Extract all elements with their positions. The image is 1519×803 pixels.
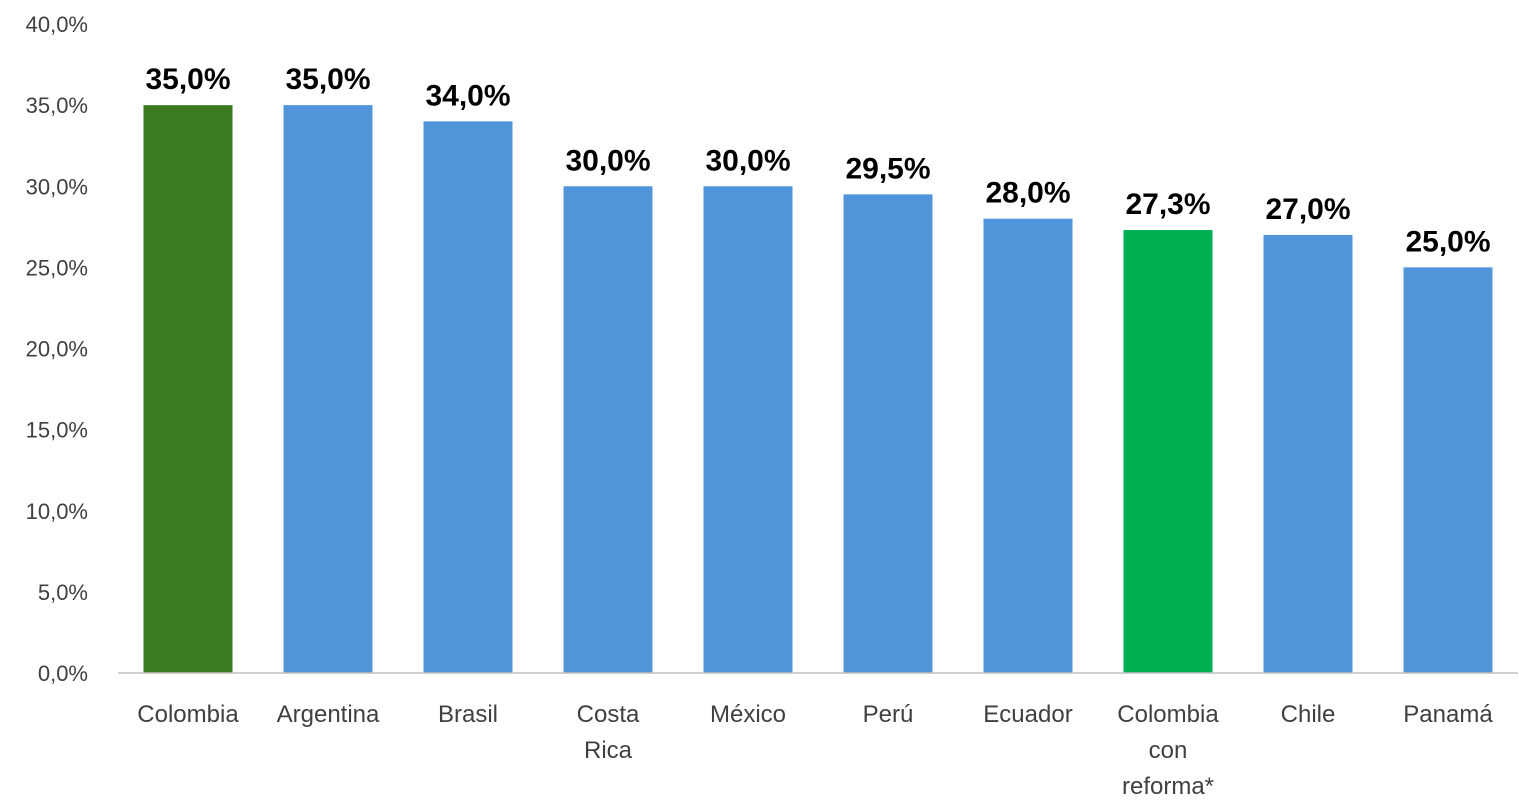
- y-tick-label: 25,0%: [26, 255, 88, 280]
- y-tick-label: 30,0%: [26, 174, 88, 199]
- y-tick-label: 5,0%: [38, 580, 88, 605]
- x-tick-label: Ecuador: [983, 701, 1072, 728]
- y-tick-label: 15,0%: [26, 418, 88, 443]
- y-axis: 0,0% 5,0% 10,0% 15,0% 20,0% 25,0% 30,0% 35,0% 40…: [26, 12, 88, 686]
- x-tick-label: Perú: [863, 701, 914, 728]
- x-tick-label-line: Costa: [577, 701, 640, 728]
- x-tick-label: Costa Rica: [577, 701, 640, 764]
- x-tick-label: México: [710, 701, 786, 728]
- data-label: 35,0%: [285, 63, 370, 96]
- x-tick-label-line: Ecuador: [983, 701, 1072, 728]
- x-tick-label-line: Argentina: [277, 701, 380, 728]
- bar: [283, 105, 373, 673]
- x-tick-label-line: con: [1149, 737, 1188, 764]
- y-tick-label: 40,0%: [26, 12, 88, 37]
- x-tick-label-line: México: [710, 701, 786, 728]
- data-label: 34,0%: [425, 79, 510, 112]
- x-tick-label: Brasil: [438, 701, 498, 728]
- x-axis: Colombia Argentina Brasil Costa Rica México Pe…: [137, 701, 1493, 800]
- x-tick-label: Panamá: [1403, 701, 1493, 728]
- data-label: 27,0%: [1265, 193, 1350, 226]
- bars: [143, 105, 1493, 674]
- data-labels: 35,0% 35,0% 34,0% 30,0% 30,0% 29,5% 28,0% 27,3%…: [145, 63, 1490, 258]
- data-label: 30,0%: [705, 144, 790, 177]
- y-tick-label: 35,0%: [26, 93, 88, 118]
- x-tick-label: Chile: [1281, 701, 1336, 728]
- x-tick-label-line: Colombia: [1117, 701, 1219, 728]
- x-tick-label-line: Perú: [863, 701, 914, 728]
- x-tick-label-line: Colombia: [137, 701, 239, 728]
- bar: [703, 186, 793, 673]
- data-label: 35,0%: [145, 63, 230, 96]
- x-tick-label: Colombia: [137, 701, 239, 728]
- data-label: 29,5%: [845, 152, 930, 185]
- x-tick-label-line: Panamá: [1403, 701, 1493, 728]
- bar: [843, 194, 933, 674]
- x-tick-label-line: reforma*: [1122, 773, 1214, 800]
- data-label: 28,0%: [985, 177, 1070, 210]
- bar: [423, 121, 513, 674]
- x-tick-label: Argentina: [277, 701, 380, 728]
- data-label: 27,3%: [1125, 188, 1210, 221]
- bar: [1403, 267, 1493, 673]
- bar: [563, 186, 653, 673]
- bar: [143, 105, 233, 673]
- bar: [1263, 234, 1353, 674]
- y-tick-label: 20,0%: [26, 337, 88, 362]
- y-tick-label: 10,0%: [26, 499, 88, 524]
- x-tick-label-line: Rica: [584, 737, 633, 764]
- data-label: 25,0%: [1405, 225, 1490, 258]
- x-tick-label-line: Brasil: [438, 701, 498, 728]
- x-tick-label: Colombia con reforma*: [1117, 701, 1219, 800]
- y-tick-label: 0,0%: [38, 661, 88, 686]
- bar: [983, 218, 1073, 673]
- bar: [1123, 230, 1213, 673]
- x-tick-label-line: Chile: [1281, 701, 1336, 728]
- data-label: 30,0%: [565, 144, 650, 177]
